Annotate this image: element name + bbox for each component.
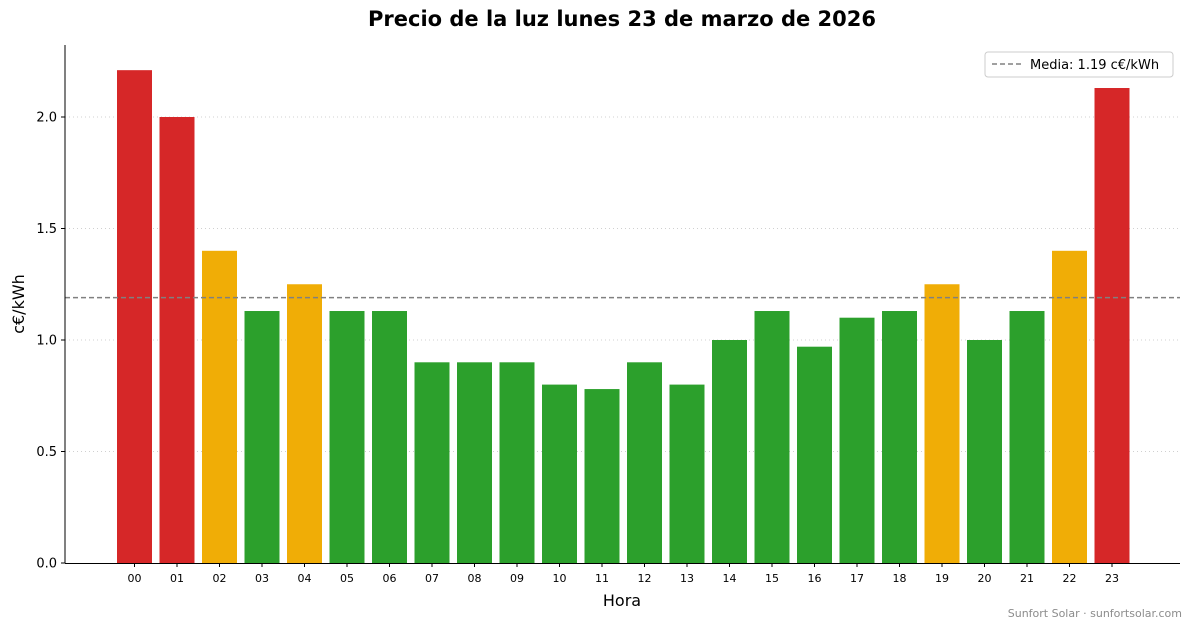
bar-07: [414, 362, 450, 563]
y-tick-label: 1.5: [36, 222, 57, 237]
legend-label: Media: 1.19 c€/kWh: [1030, 58, 1159, 73]
x-tick-label: 14: [723, 572, 737, 585]
x-tick-label: 16: [808, 572, 822, 585]
y-tick-label: 0.5: [36, 445, 57, 460]
bar-14: [712, 340, 747, 563]
x-tick-label: 18: [893, 572, 907, 585]
x-tick-label: 20: [978, 572, 992, 585]
bar-17: [839, 317, 875, 563]
x-tick-label: 05: [340, 572, 354, 585]
bar-19: [924, 284, 960, 563]
bar-05: [329, 311, 365, 563]
bar-01: [159, 117, 195, 563]
y-ticks: 0.0 0.5 1.0 1.5 2.0: [36, 111, 65, 572]
x-tick-label: 09: [510, 572, 524, 585]
y-tick-label: 2.0: [36, 111, 57, 126]
x-tick-label: 03: [255, 572, 269, 585]
bar-12: [627, 362, 662, 563]
x-tick-label: 00: [128, 572, 142, 585]
bar-21: [1009, 311, 1045, 563]
bar-16: [797, 346, 832, 563]
y-axis-label: c€/kWh: [9, 274, 28, 334]
x-tick-label: 17: [850, 572, 864, 585]
footer-credit: Sunfort Solar · sunfortsolar.com: [1008, 607, 1182, 620]
bar-00: [117, 70, 152, 564]
x-tick-label: 07: [425, 572, 439, 585]
bar-03: [244, 311, 280, 563]
x-axis-label: Hora: [603, 591, 641, 610]
bar-10: [542, 384, 577, 563]
legend-box: [984, 51, 1174, 78]
bar-18: [882, 311, 917, 563]
bar-11: [584, 389, 620, 563]
chart-title: Precio de la luz lunes 23 de marzo de 20…: [368, 7, 876, 31]
x-tick-label: 10: [553, 572, 567, 585]
x-tick-label: 13: [680, 572, 694, 585]
x-ticks: 00 01 02 03 04 05 06 07 08 09 10 11 12 13 14 15 16 17 18 19…: [128, 563, 1119, 585]
legend: Media: 1.19 c€/kWh: [984, 51, 1174, 78]
x-tick-label: 04: [298, 572, 312, 585]
bar-22: [1052, 250, 1087, 564]
x-tick-label: 08: [468, 572, 482, 585]
x-tick-label: 12: [638, 572, 652, 585]
y-tick-label: 0.0: [36, 557, 57, 572]
bars: [117, 70, 1130, 564]
bar-20: [967, 340, 1002, 563]
bar-02: [202, 250, 237, 564]
x-tick-label: 06: [383, 572, 397, 585]
bar-08: [457, 362, 492, 563]
bar-15: [754, 311, 790, 563]
x-tick-label: 19: [935, 572, 949, 585]
x-tick-label: 21: [1020, 572, 1034, 585]
bar-13: [669, 384, 705, 563]
x-tick-label: 23: [1105, 572, 1119, 585]
x-tick-label: 01: [170, 572, 184, 585]
x-tick-label: 22: [1063, 572, 1077, 585]
bar-04: [287, 284, 322, 563]
bar-06: [372, 311, 407, 563]
x-tick-label: 02: [213, 572, 227, 585]
bar-23: [1094, 88, 1130, 563]
x-tick-label: 11: [595, 572, 609, 585]
bar-09: [499, 362, 535, 563]
y-tick-label: 1.0: [36, 334, 57, 349]
x-tick-label: 15: [765, 572, 779, 585]
